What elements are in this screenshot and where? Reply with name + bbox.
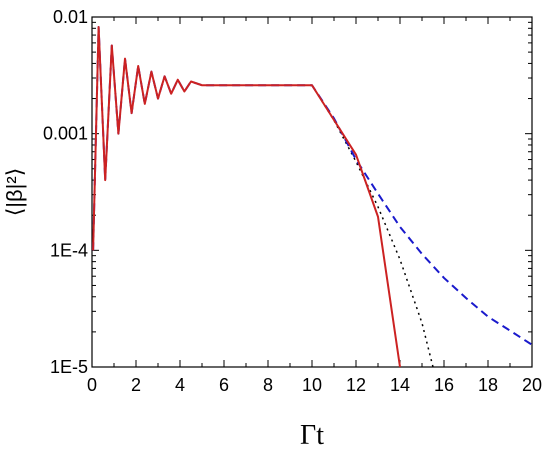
x-tick-label: 20 <box>522 375 542 395</box>
x-tick-label: 8 <box>263 375 273 395</box>
x-tick-label: 16 <box>434 375 454 395</box>
x-tick-label: 2 <box>131 375 141 395</box>
series-dotted-line <box>311 84 434 368</box>
y-tick-label: 1E-5 <box>50 357 88 377</box>
x-tick-label: 18 <box>478 375 498 395</box>
x-tick-label: 6 <box>219 375 229 395</box>
series-layer <box>92 26 533 368</box>
x-tick-label: 4 <box>175 375 185 395</box>
y-ticks: 1E-5 1E-4 0.001 0.01 <box>43 7 532 377</box>
series-solid-line <box>92 26 401 368</box>
x-tick-label: 12 <box>346 375 366 395</box>
x-tick-label: 10 <box>302 375 322 395</box>
series-dashed-line <box>92 26 533 346</box>
x-tick-label: 14 <box>390 375 410 395</box>
y-tick-label: 0.01 <box>53 7 88 27</box>
y-tick-label: 0.001 <box>43 124 88 144</box>
x-tick-label: 0 <box>87 375 97 395</box>
x-ticks: 0 2 4 6 8 10 12 14 16 18 20 <box>87 17 542 395</box>
plot-frame <box>91 16 533 368</box>
x-axis-title: Γt <box>300 420 324 450</box>
y-axis-title: ⟨|β|²⟩ <box>2 168 27 217</box>
y-tick-label: 1E-4 <box>50 240 88 260</box>
